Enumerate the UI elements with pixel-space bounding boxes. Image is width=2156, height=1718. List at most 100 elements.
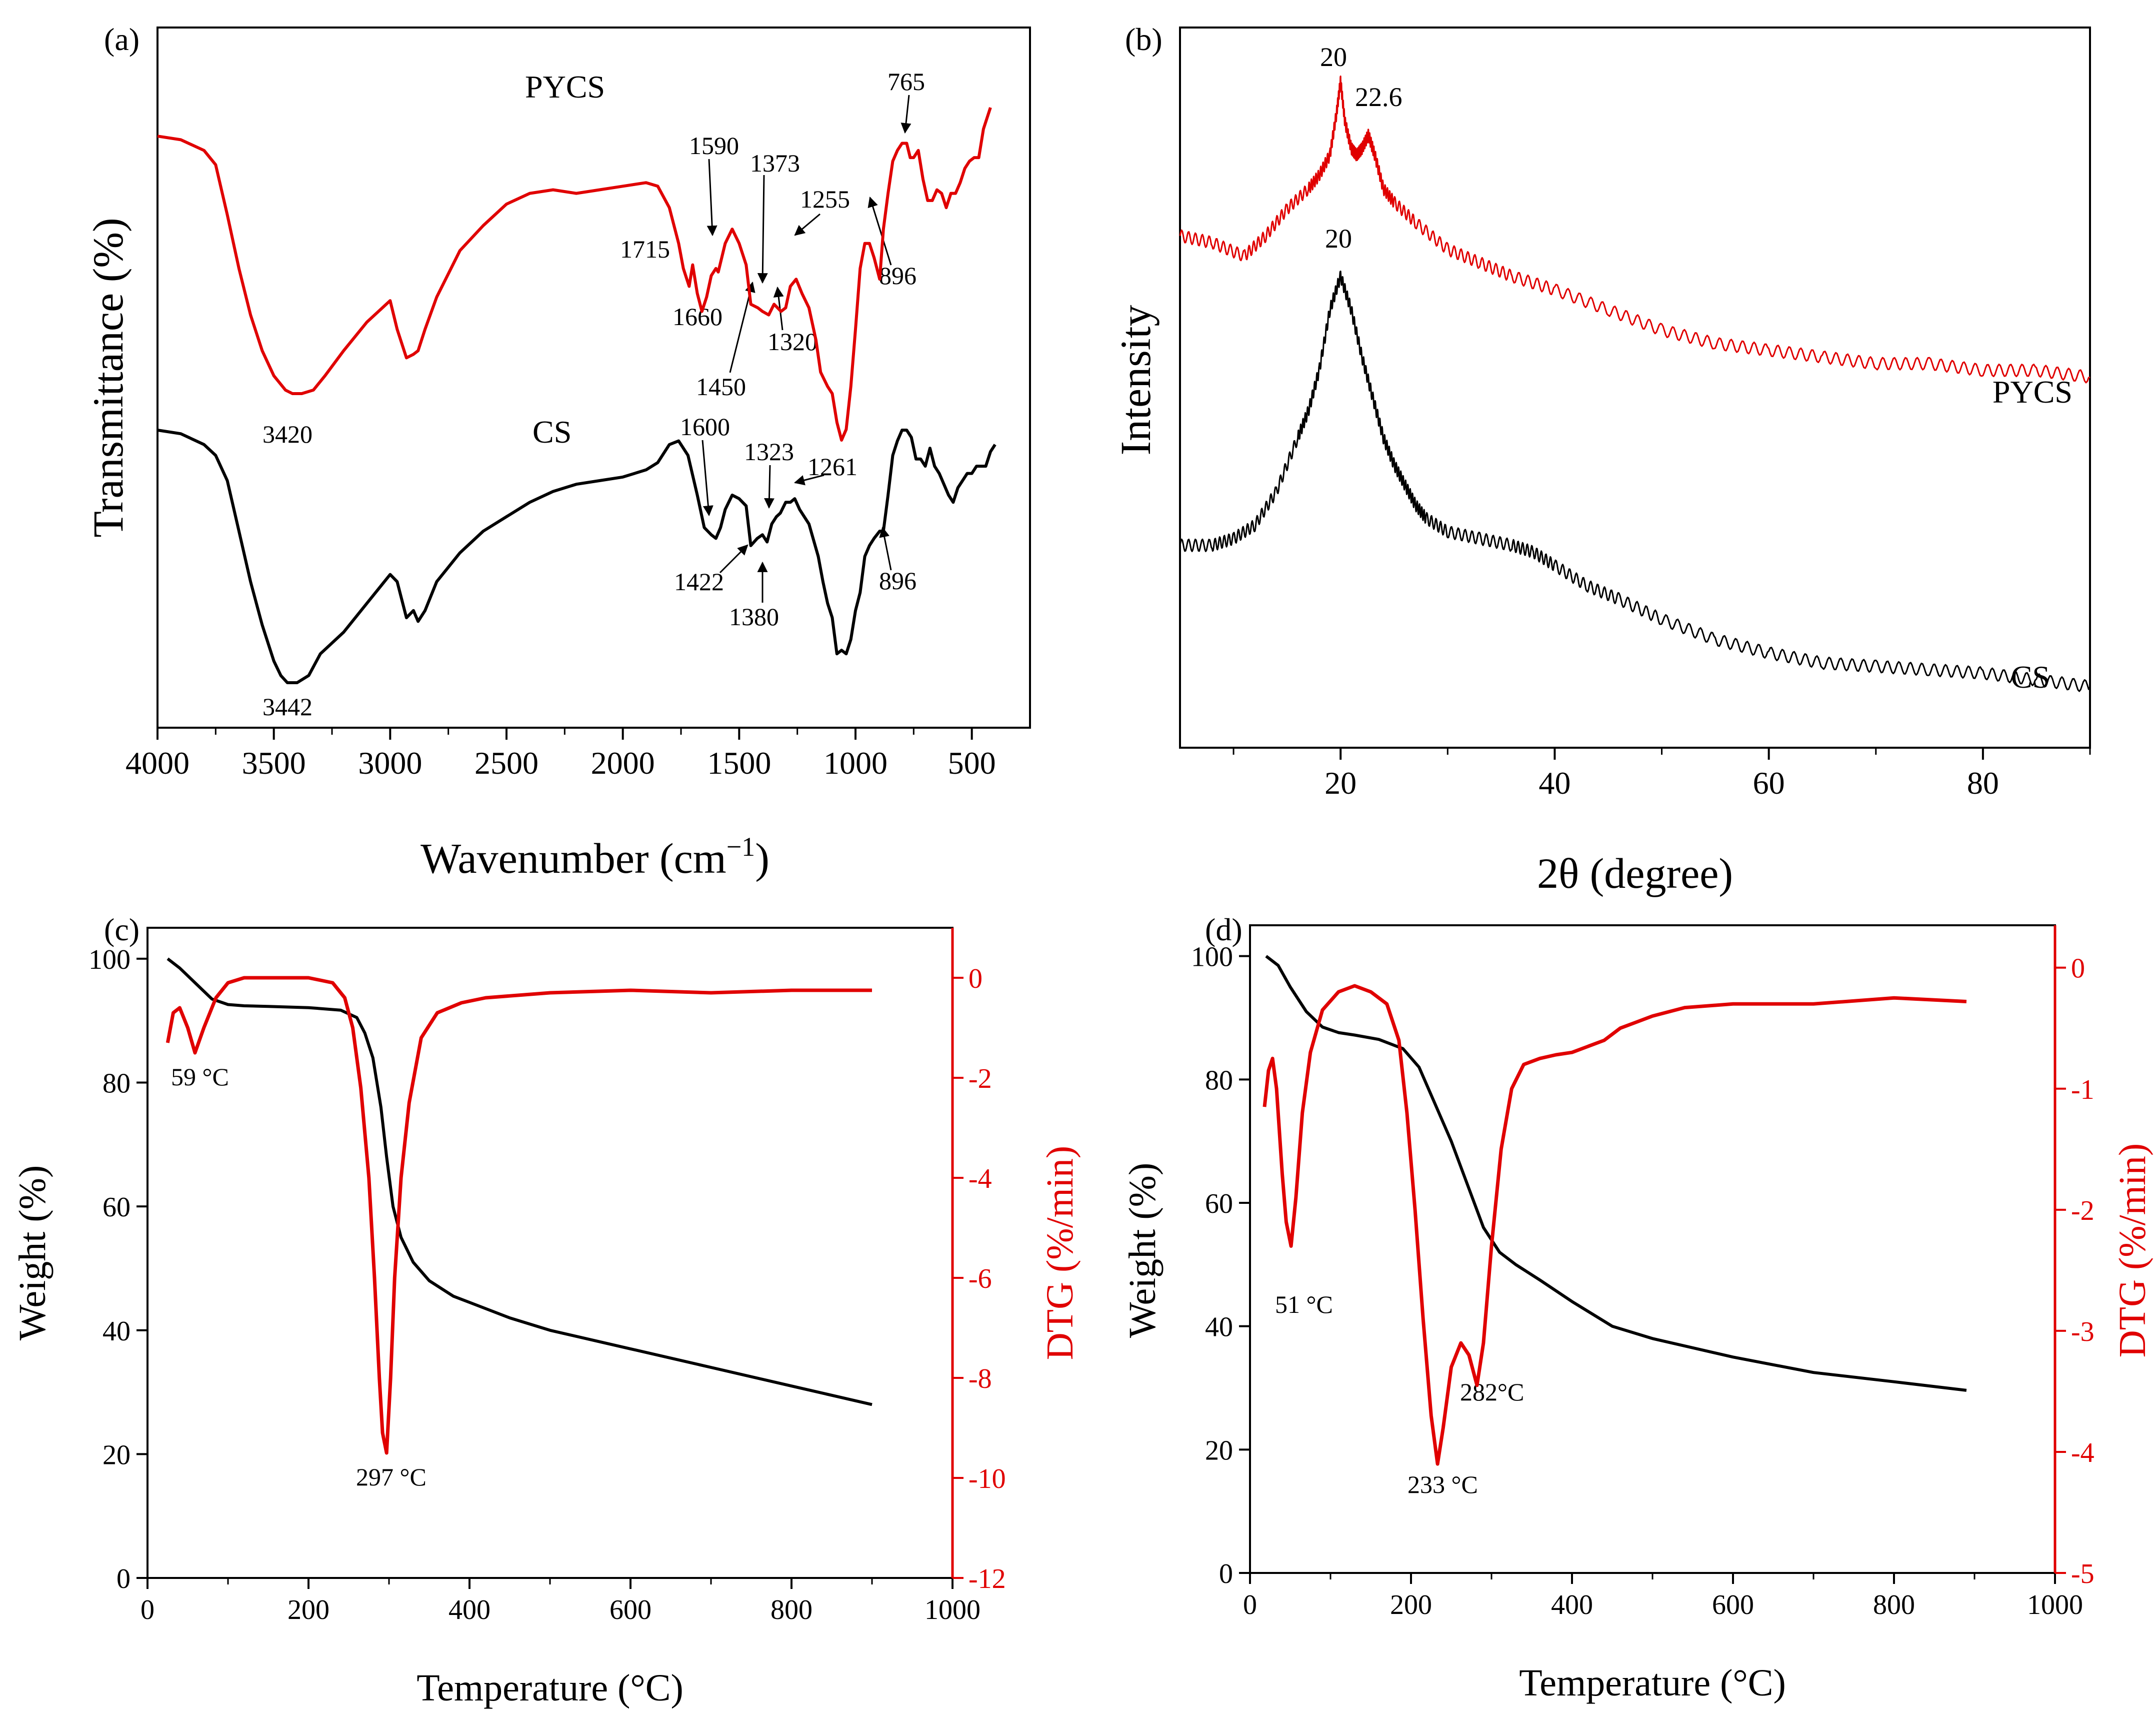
panel-d-y2tick-label: -1	[2071, 1074, 2094, 1105]
panel-d-xlabel: Temperature (°C)	[1519, 1662, 1786, 1704]
panel-d-y2tick-label: -4	[2071, 1437, 2094, 1468]
panel-d-y2tick-label: -5	[2071, 1558, 2094, 1589]
annot-a-1255: 1255	[800, 185, 850, 213]
panel-b-curve-label-pycs: PYCS	[1992, 374, 2072, 410]
panel-a-annotation-arrows	[702, 95, 912, 603]
panel-b-series-pycs	[1179, 76, 2090, 384]
annot-d-233: 233 °C	[1408, 1470, 1478, 1498]
panel-c-y2label: DTG (%/min)	[1039, 1146, 1081, 1360]
panel-d-series-weight	[1265, 955, 1967, 1392]
panel-b-xlabel: 2θ (degree)	[1537, 849, 1733, 897]
panel-d-xtick-label: 0	[1243, 1589, 1257, 1620]
annot-a-3420: 3420	[262, 420, 312, 448]
annot-a-1422: 1422	[674, 568, 724, 596]
panel-b-curve-label-cs: CS	[2011, 659, 2050, 695]
annot-a-1320: 1320	[768, 328, 818, 356]
annot-c-297: 297 °C	[356, 1463, 426, 1491]
panel-d-frame	[1249, 924, 2056, 1574]
annot-a-1373: 1373	[750, 149, 800, 177]
panel-c-ytick-label: 20	[102, 1439, 130, 1470]
panel-c-xtick-label: 800	[770, 1594, 812, 1625]
panel-b-xtick-label: 60	[1753, 765, 1785, 801]
panel-d-xtick-label: 600	[1712, 1589, 1754, 1620]
panel-d-ytick-label: 100	[1191, 942, 1233, 973]
panel-b-ylabel: Intensity	[1112, 305, 1160, 456]
panel-a-xtick-label: 2000	[591, 745, 655, 781]
panel-a-series-cs	[157, 429, 996, 684]
annot-a-765: 765	[888, 68, 925, 96]
annot-a-1660: 1660	[672, 303, 722, 331]
panel-d-xtick-label: 400	[1551, 1589, 1593, 1620]
annot-a-1600: 1600	[680, 413, 730, 441]
annot-b-20-pycs: 20	[1320, 42, 1347, 72]
panel-d-ytick-label: 20	[1205, 1435, 1233, 1466]
panel-d-label: (d)	[1205, 912, 1242, 947]
panel-d-y2label: DTG (%/min)	[2112, 1143, 2154, 1357]
panel-a-label: (a)	[104, 22, 140, 57]
panel-b-frame	[1179, 27, 2091, 749]
annot-a-1590: 1590	[689, 132, 739, 160]
panel-a-curve-label-pycs: PYCS	[525, 69, 605, 105]
panel-c-xtick-label: 0	[140, 1594, 154, 1625]
panel-c-xtick-label: 400	[448, 1594, 490, 1625]
annot-b-22-6: 22.6	[1355, 82, 1402, 112]
panel-a-ylabel: Transmittance (%)	[84, 218, 132, 537]
annot-a-1715: 1715	[620, 235, 670, 263]
annot-c-59: 59 °C	[171, 1063, 229, 1091]
panel-d-ylabel: Weight (%)	[1122, 1163, 1164, 1338]
panel-c-y2tick-label: -2	[968, 1063, 992, 1094]
panel-d-y2tick-label: -3	[2071, 1316, 2094, 1347]
annot-a-3442: 3442	[262, 693, 312, 721]
panel-a-curve-label-cs: CS	[532, 414, 572, 450]
annot-a-1450: 1450	[696, 373, 746, 401]
panel-a-xtick-label: 3000	[358, 745, 422, 781]
panel-c-ytick-label: 80	[102, 1068, 130, 1099]
panel-d-ytick-label: 60	[1205, 1188, 1233, 1219]
annot-a-1261: 1261	[808, 453, 858, 481]
panel-c-ytick-label: 60	[102, 1192, 130, 1223]
curves-layer	[157, 76, 2091, 1466]
panel-c-y2tick-label: -4	[968, 1163, 992, 1194]
panel-c-series-weight	[166, 957, 872, 1406]
panel-c-xtick-label: 600	[610, 1594, 652, 1625]
panel-c-ylabel: Weight (%)	[12, 1165, 54, 1341]
panel-d-ytick-label: 0	[1219, 1558, 1233, 1589]
panel-b-series-cs	[1179, 271, 2091, 692]
panel-b-xtick-label: 40	[1538, 765, 1570, 801]
panel-d-xtick-label: 800	[1873, 1589, 1915, 1620]
panel-d-ytick-label: 40	[1205, 1312, 1233, 1343]
panel-c-ytick-label: 0	[116, 1563, 130, 1594]
annot-b-20-cs: 20	[1325, 224, 1352, 254]
panel-a-xtick-label: 4000	[126, 745, 190, 781]
panel-d-y2tick-label: 0	[2071, 953, 2085, 984]
panel-c-xlabel: Temperature (°C)	[416, 1667, 684, 1709]
panel-d-xtick-label: 200	[1390, 1589, 1432, 1620]
panel-a-xlabel: Wavenumber (cm−1)	[420, 832, 770, 882]
panel-a-xtick-label: 2500	[474, 745, 538, 781]
annot-a-896-cs: 896	[879, 567, 916, 595]
panel-c-y2tick-label: -12	[968, 1563, 1006, 1594]
panel-c-y2tick-label: 0	[968, 963, 982, 994]
annot-a-1323: 1323	[744, 438, 794, 466]
annot-a-1380: 1380	[729, 603, 779, 631]
panel-c-ytick-label: 40	[102, 1316, 130, 1347]
panel-c-label: (c)	[104, 912, 140, 947]
panel-a-xtick-label: 500	[948, 745, 996, 781]
panel-a-series-pycs	[157, 107, 992, 442]
annot-d-51: 51 °C	[1275, 1290, 1333, 1318]
panel-c-series-dtg	[166, 976, 872, 1455]
panel-a-xtick-label: 1500	[707, 745, 771, 781]
panel-b-xtick-label: 80	[1967, 765, 1999, 801]
panel-c-y2tick-label: -10	[968, 1463, 1006, 1494]
panel-c-frame	[146, 927, 954, 1579]
panel-d-y2tick-label: -2	[2071, 1195, 2094, 1226]
annot-a-896: 896	[879, 262, 916, 290]
panel-b-label: (b)	[1125, 22, 1162, 57]
panel-d-series-dtg	[1262, 984, 1967, 1466]
panel-c-y2tick-label: -6	[968, 1263, 992, 1294]
panel-c-ytick-label: 100	[88, 944, 130, 975]
panel-d-ytick-label: 80	[1205, 1065, 1233, 1096]
panel-c-xtick-label: 200	[288, 1594, 330, 1625]
